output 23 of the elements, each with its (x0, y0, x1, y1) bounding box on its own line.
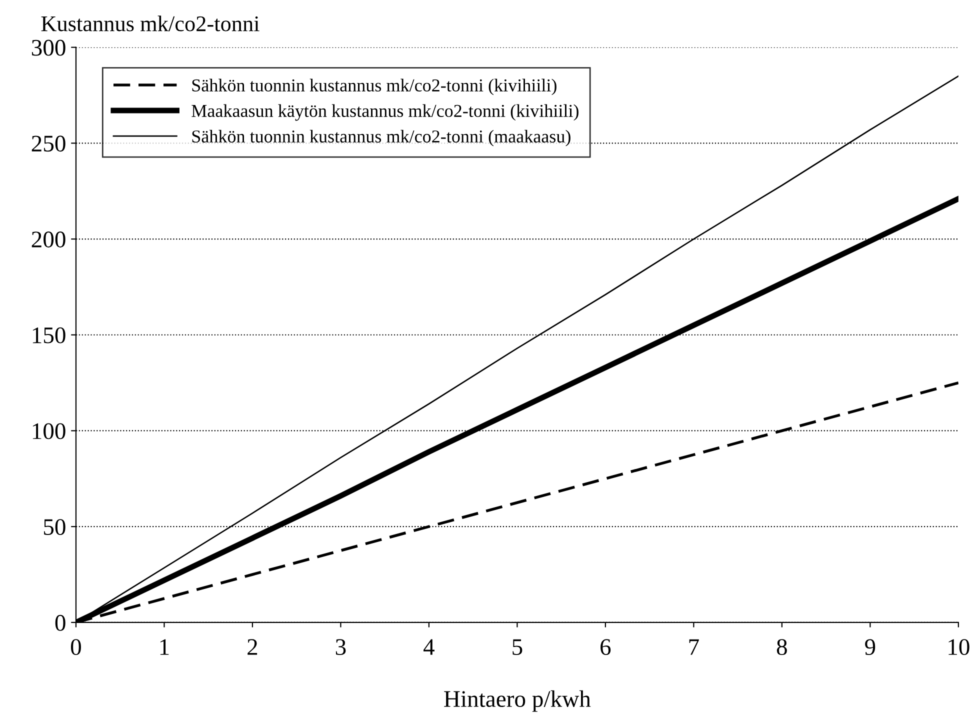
y-tick-label: 0 (55, 614, 66, 631)
x-tick-label: 4 (424, 639, 434, 655)
y-tick-label: 200 (32, 232, 66, 248)
x-tick-label: 7 (689, 639, 699, 655)
y-tick-label: 150 (32, 327, 66, 344)
x-axis-title: Hintaero p/kwh (444, 690, 591, 712)
legend-label: Maakaasun käytön kustannus mk/co2-tonni (kivihiili) (192, 104, 578, 121)
y-axis-title: Kustannus mk/co2-tonni (41, 16, 260, 32)
legend-label: Sähkön tuonnin kustannus mk/co2-tonni (maakaasu) (192, 130, 570, 146)
x-tick-label: 6 (600, 639, 611, 656)
legend-label: Sähkön tuonnin kustannus mk/co2-tonni (kivihiili) (192, 78, 556, 96)
x-tick-label: 8 (776, 639, 787, 656)
x-tick-label: 9 (865, 639, 876, 656)
x-tick-label: 2 (248, 639, 258, 655)
y-tick-label: 300 (32, 40, 66, 56)
x-tick-label: 1 (160, 639, 169, 655)
x-tick-label: 0 (70, 639, 81, 656)
x-tick-label: 3 (336, 639, 346, 656)
x-tick-label: 5 (512, 639, 522, 656)
y-tick-label: 50 (44, 519, 66, 536)
y-tick-label: 250 (32, 136, 66, 152)
y-tick-label: 100 (32, 423, 66, 440)
x-tick-label: 10 (948, 639, 970, 656)
